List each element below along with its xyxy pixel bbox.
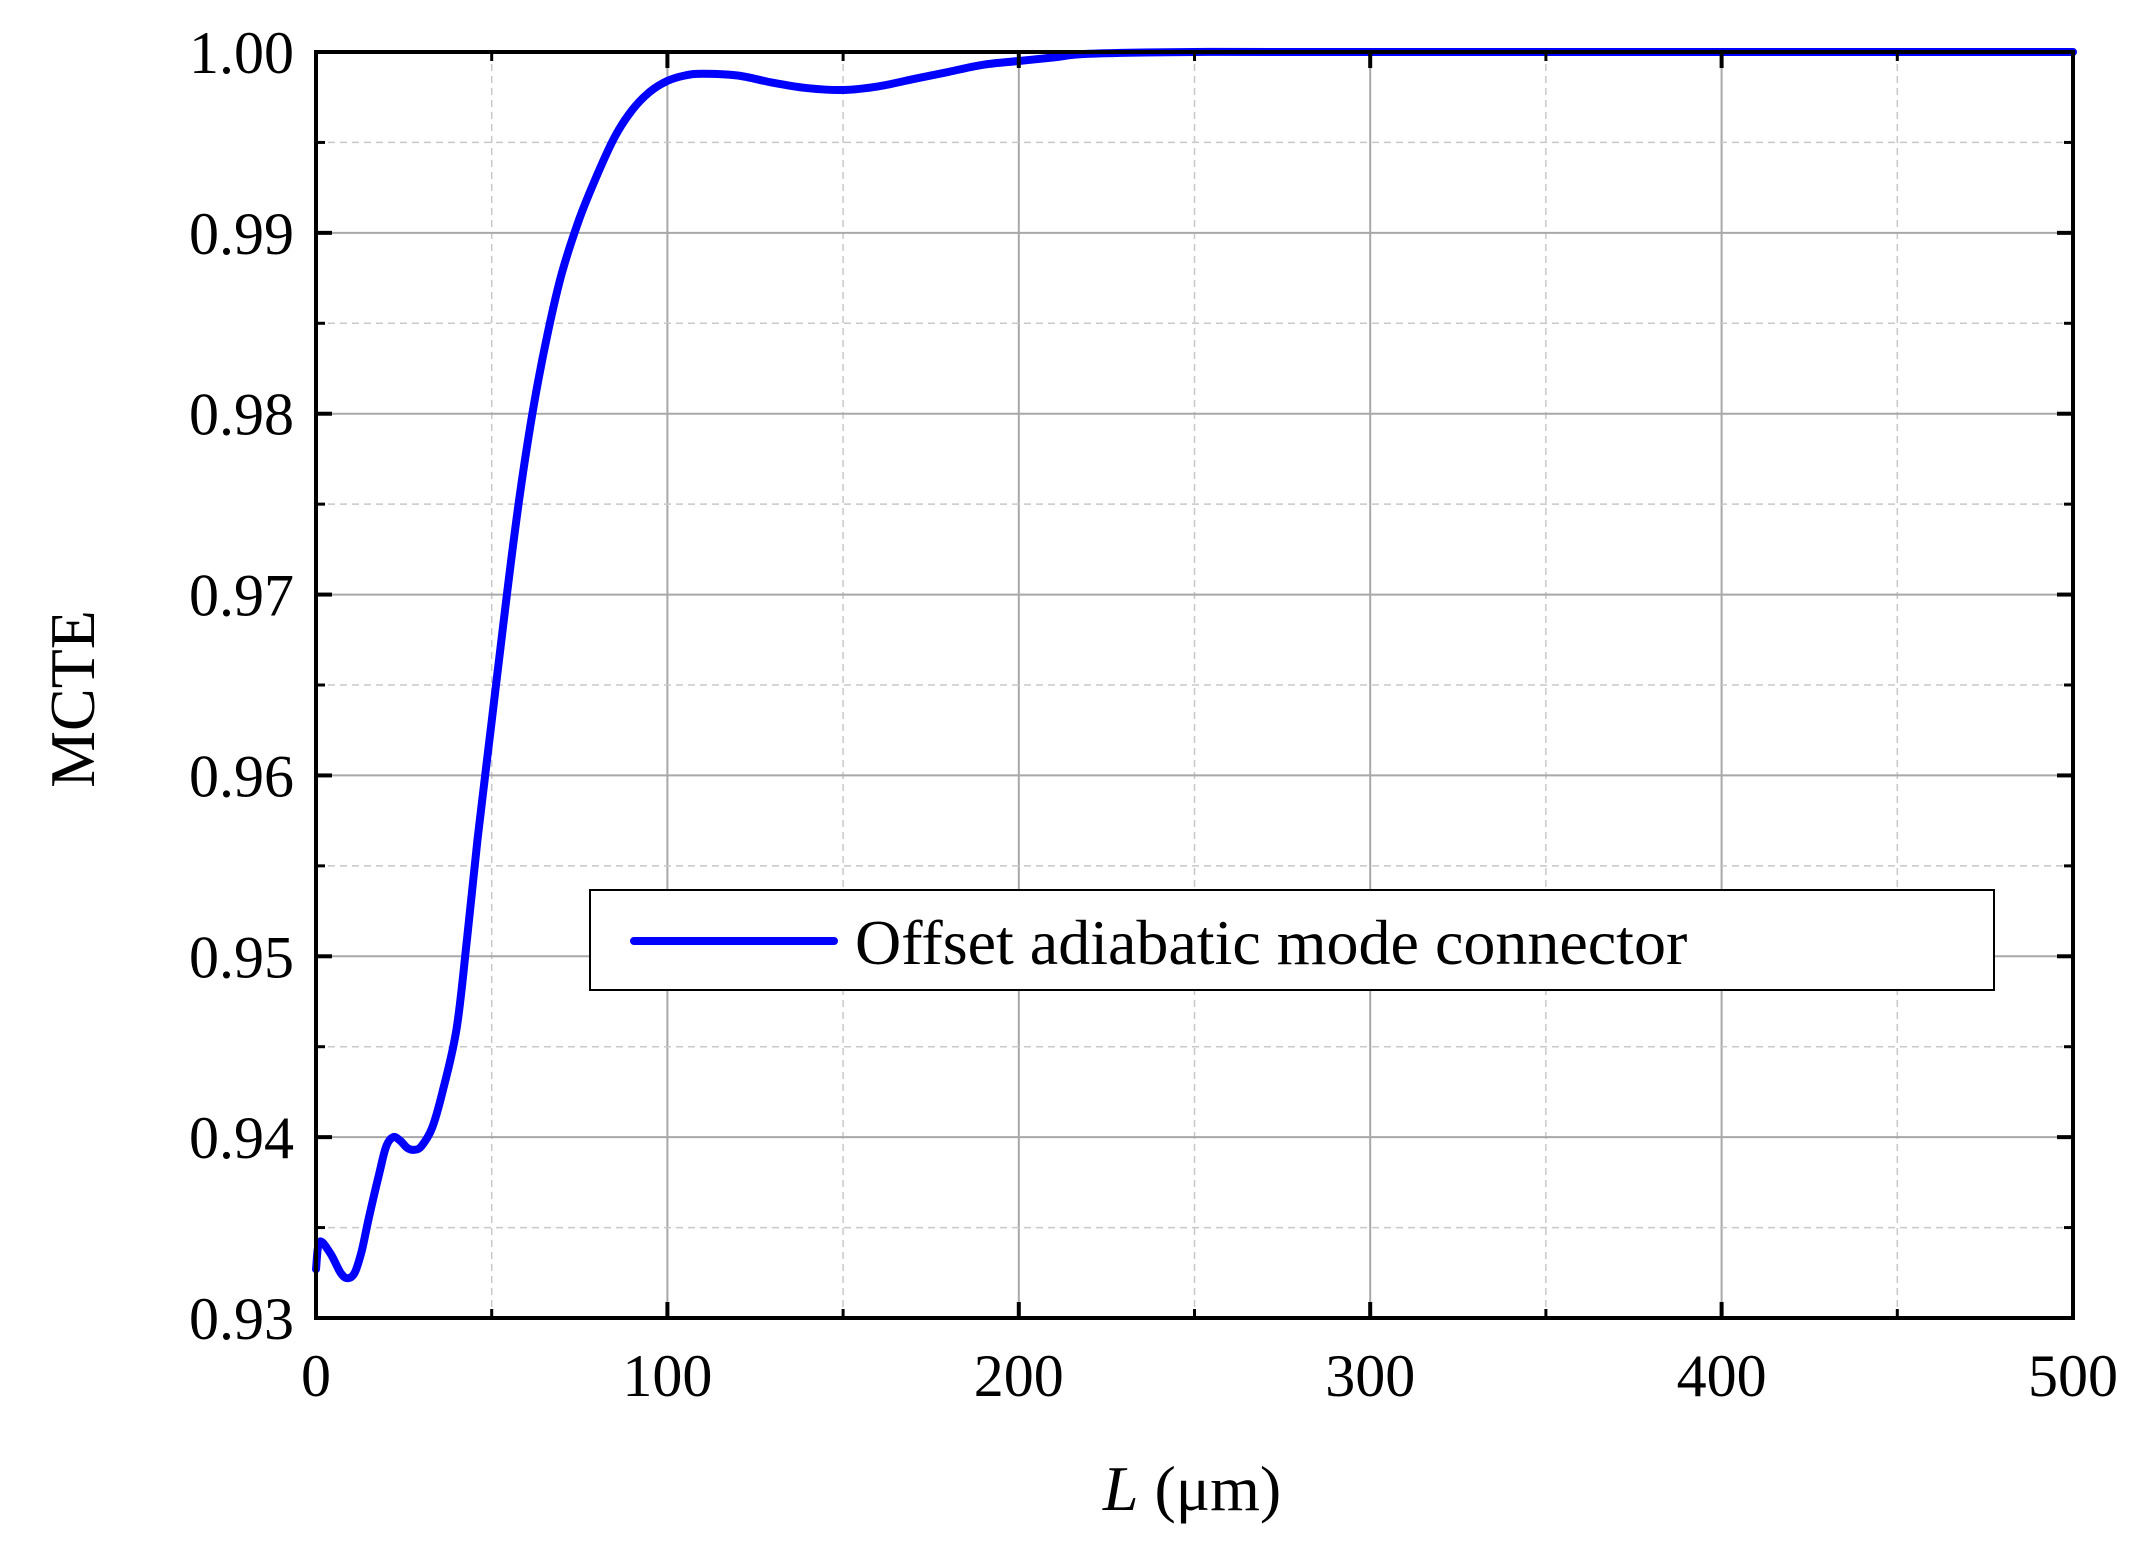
x-tick-label: 0 (301, 1343, 331, 1409)
y-tick-label: 0.99 (189, 201, 294, 267)
x-axis-title-symbol: L (1102, 1453, 1139, 1524)
x-tick-label: 300 (1325, 1343, 1415, 1409)
y-tick-label: 0.95 (189, 924, 294, 990)
ticks (314, 50, 2075, 1320)
y-axis-title: MCTE (37, 610, 108, 788)
tick-labels: 0 100 200 300 400 500 0.93 0.94 0.95 0.96 0.97 0.98… (189, 20, 2118, 1409)
legend: Offset adiabatic mode connector (589, 889, 1995, 991)
y-tick-label: 0.94 (189, 1105, 294, 1171)
x-tick-label: 400 (1677, 1343, 1767, 1409)
series-line (312, 47, 2077, 1283)
y-tick-label: 0.96 (189, 743, 294, 809)
grid (316, 52, 2073, 1318)
y-tick-label: 0.93 (189, 1286, 294, 1352)
legend-label: Offset adiabatic mode connector (855, 907, 1687, 978)
x-tick-label: 100 (622, 1343, 712, 1409)
x-tick-label: 500 (2028, 1343, 2118, 1409)
series-layer (312, 47, 2077, 1283)
y-tick-label: 0.97 (189, 563, 294, 629)
y-tick-label: 0.98 (189, 382, 294, 448)
x-tick-label: 200 (974, 1343, 1064, 1409)
x-axis-title-unit: (μm) (1138, 1453, 1281, 1524)
x-axis-title: L (μm) (1102, 1453, 1281, 1524)
y-tick-label: 1.00 (189, 20, 294, 86)
